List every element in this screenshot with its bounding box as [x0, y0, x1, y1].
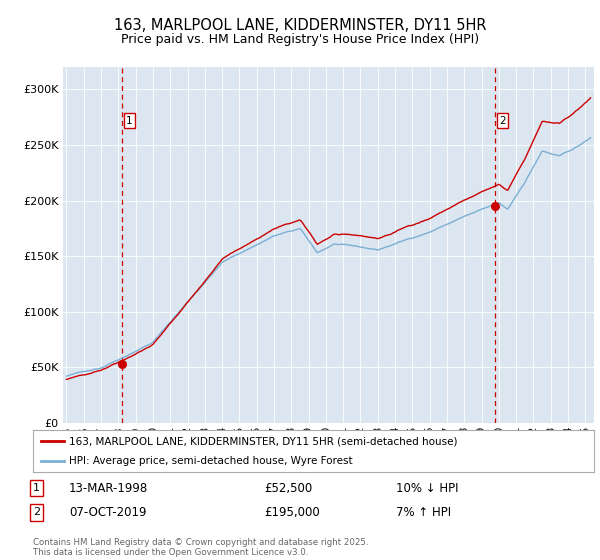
- Text: 2: 2: [499, 115, 506, 125]
- Text: 10% ↓ HPI: 10% ↓ HPI: [396, 482, 458, 495]
- Text: 7% ↑ HPI: 7% ↑ HPI: [396, 506, 451, 519]
- Text: 163, MARLPOOL LANE, KIDDERMINSTER, DY11 5HR: 163, MARLPOOL LANE, KIDDERMINSTER, DY11 …: [114, 18, 486, 32]
- Text: 1: 1: [126, 115, 133, 125]
- Text: 2: 2: [33, 507, 40, 517]
- Text: £195,000: £195,000: [264, 506, 320, 519]
- Text: Price paid vs. HM Land Registry's House Price Index (HPI): Price paid vs. HM Land Registry's House …: [121, 32, 479, 46]
- Text: 13-MAR-1998: 13-MAR-1998: [69, 482, 148, 495]
- Text: 163, MARLPOOL LANE, KIDDERMINSTER, DY11 5HR (semi-detached house): 163, MARLPOOL LANE, KIDDERMINSTER, DY11 …: [70, 436, 458, 446]
- Text: HPI: Average price, semi-detached house, Wyre Forest: HPI: Average price, semi-detached house,…: [70, 456, 353, 466]
- Text: Contains HM Land Registry data © Crown copyright and database right 2025.
This d: Contains HM Land Registry data © Crown c…: [33, 538, 368, 557]
- Text: 07-OCT-2019: 07-OCT-2019: [69, 506, 146, 519]
- Text: £52,500: £52,500: [264, 482, 312, 495]
- Text: 1: 1: [33, 483, 40, 493]
